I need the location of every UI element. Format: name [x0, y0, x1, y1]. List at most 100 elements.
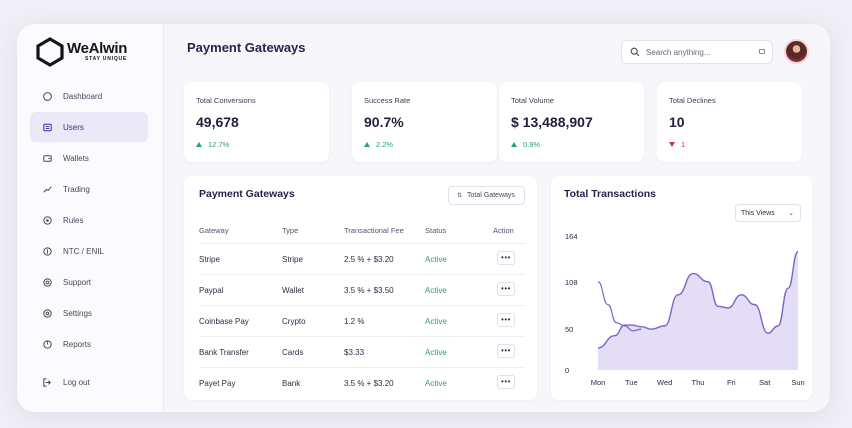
sidebar-item-label: Settings [63, 308, 92, 318]
brand-logo[interactable]: WeAlwin STAY UNIQUE [36, 37, 127, 67]
sidebar-item-support[interactable]: Support [30, 267, 148, 297]
column-header-action: Action [493, 226, 514, 235]
rules-icon [40, 213, 54, 227]
more-dots-icon[interactable]: ••• [497, 313, 515, 327]
stat-value: 10 [669, 114, 685, 130]
chart-range-value: This Views [741, 209, 775, 217]
table-row[interactable]: Bank Transfer Cards $3.33 Active ••• [199, 336, 525, 366]
sidebar-item-label: Dashboard [63, 91, 103, 101]
cell-type: Bank [282, 379, 301, 388]
settings-icon [40, 306, 54, 320]
sidebar-item-trading[interactable]: Trading [30, 174, 148, 204]
trend-up-icon [196, 142, 202, 147]
table-row[interactable]: Stripe Stripe 2.5 % + $3.20 Active ••• [199, 243, 525, 273]
cell-fee: $3.33 [344, 348, 365, 357]
cell-type: Wallet [282, 286, 304, 295]
column-header-status[interactable]: Status [425, 226, 447, 235]
stat-card[interactable]: Total Declines 10 1 [657, 82, 802, 162]
more-dots-icon[interactable]: ••• [497, 282, 515, 296]
stat-delta: 2.2% [364, 140, 393, 149]
chart-range-select[interactable]: This Views ⌄ [735, 204, 801, 222]
sidebar: WeAlwin STAY UNIQUE Dashboard Users Wallet… [17, 24, 164, 412]
cell-fee: 1.2 % [344, 317, 365, 326]
table-row[interactable]: Payet Pay Bank 3.5 % + $3.20 Active ••• [199, 367, 525, 397]
sidebar-item-users[interactable]: Users [30, 112, 148, 142]
cell-status: Active [425, 317, 447, 326]
cell-type: Stripe [282, 255, 303, 264]
trend-up-icon [364, 142, 370, 147]
search-input[interactable]: Search anything... [621, 40, 773, 64]
logout-button[interactable]: Log out [40, 375, 90, 389]
table-row[interactable]: Coinbase Pay Crypto 1.2 % Active ••• [199, 305, 525, 335]
stat-delta-value: 2.2% [376, 140, 394, 149]
cell-gateway: Paypal [199, 286, 224, 295]
sidebar-item-label: Rules [63, 215, 84, 225]
dashboard-icon [40, 89, 54, 103]
table-header: Gateway Type Transactional Fee Status Ac… [199, 226, 525, 240]
chevron-down-icon: ⌄ [788, 210, 794, 217]
sidebar-item-reports[interactable]: Reports [30, 329, 148, 359]
stat-delta-value: 0.9% [523, 140, 541, 149]
stat-delta-value: 12.7% [208, 140, 230, 149]
filter-label: Total Gateways [467, 192, 515, 199]
x-tick-label: Fri [727, 378, 736, 387]
stat-value: $ 13,488,907 [511, 114, 593, 130]
stat-card[interactable]: Success Rate 90.7% 2.2% [352, 82, 497, 162]
sidebar-item-dashboard[interactable]: Dashboard [30, 81, 148, 111]
cell-fee: 3.5 % + $3.20 [344, 379, 394, 388]
stat-label: Success Rate [364, 96, 411, 105]
logout-label: Log out [63, 377, 90, 387]
page-title: Payment Gateways [187, 40, 306, 55]
stat-label: Total Conversions [196, 96, 256, 105]
cell-gateway: Stripe [199, 255, 220, 264]
users-icon [40, 120, 54, 134]
brand-name: WeAlwin [67, 40, 128, 57]
transactions-chart-panel: Total Transactions This Views ⌄ 0 50 108 16… [551, 176, 812, 400]
more-dots-icon[interactable]: ••• [497, 375, 515, 389]
cell-type: Cards [282, 348, 304, 357]
sidebar-item-ntc-enil[interactable]: NTC / ENIL [30, 236, 148, 266]
cell-fee: 3.5 % + $3.50 [344, 286, 394, 295]
more-dots-icon[interactable]: ••• [497, 344, 515, 358]
stat-delta-value: 1 [681, 140, 686, 149]
trading-icon [40, 182, 54, 196]
sidebar-item-rules[interactable]: Rules [30, 205, 148, 235]
chart-title: Total Transactions [564, 188, 656, 200]
chart-secondary-line [597, 281, 642, 332]
cell-status: Active [425, 255, 447, 264]
cell-gateway: Coinbase Pay [199, 317, 249, 326]
sidebar-item-settings[interactable]: Settings [30, 298, 148, 328]
shortcut-icon [759, 49, 765, 54]
x-tick-label: Tue [625, 378, 638, 387]
trend-down-icon [669, 142, 675, 147]
stat-card[interactable]: Total Conversions 49,678 12.7% [184, 82, 329, 162]
more-dots-icon[interactable]: ••• [497, 251, 515, 265]
table-filter-button[interactable]: ⇅ Total Gateways [448, 186, 525, 205]
user-avatar[interactable] [784, 39, 809, 64]
column-header-gateway[interactable]: Gateway [199, 226, 229, 235]
cell-status: Active [425, 379, 447, 388]
sidebar-nav: Dashboard Users Wallets Trading Rules NTC / E… [30, 81, 148, 360]
stat-value: 49,678 [196, 114, 239, 130]
stat-delta: 1 [669, 140, 685, 149]
stat-label: Total Declines [669, 96, 716, 105]
app-window: WeAlwin STAY UNIQUE Dashboard Users Wallet… [17, 24, 830, 412]
x-tick-label: Sun [791, 378, 804, 387]
cell-status: Active [425, 286, 447, 295]
stat-delta: 12.7% [196, 140, 229, 149]
x-tick-label: Mon [591, 378, 606, 387]
sidebar-item-label: Trading [63, 184, 90, 194]
stat-card[interactable]: Total Volume $ 13,488,907 0.9% [499, 82, 644, 162]
filter-icon: ⇅ [457, 193, 463, 199]
column-header-type[interactable]: Type [282, 226, 299, 235]
sidebar-item-wallets[interactable]: Wallets [30, 143, 148, 173]
search-placeholder: Search anything... [646, 47, 711, 57]
logout-icon [40, 375, 54, 389]
column-header-fee[interactable]: Transactional Fee [344, 226, 404, 235]
transactions-area-chart: 0 50 108 164 Mon Tue Wed Thu Fri Sat Sun [565, 232, 805, 387]
table-row[interactable]: Paypal Wallet 3.5 % + $3.50 Active ••• [199, 274, 525, 304]
sidebar-item-label: Wallets [63, 153, 89, 163]
cell-gateway: Payet Pay [199, 379, 236, 388]
stat-label: Total Volume [511, 96, 554, 105]
cell-gateway: Bank Transfer [199, 348, 249, 357]
